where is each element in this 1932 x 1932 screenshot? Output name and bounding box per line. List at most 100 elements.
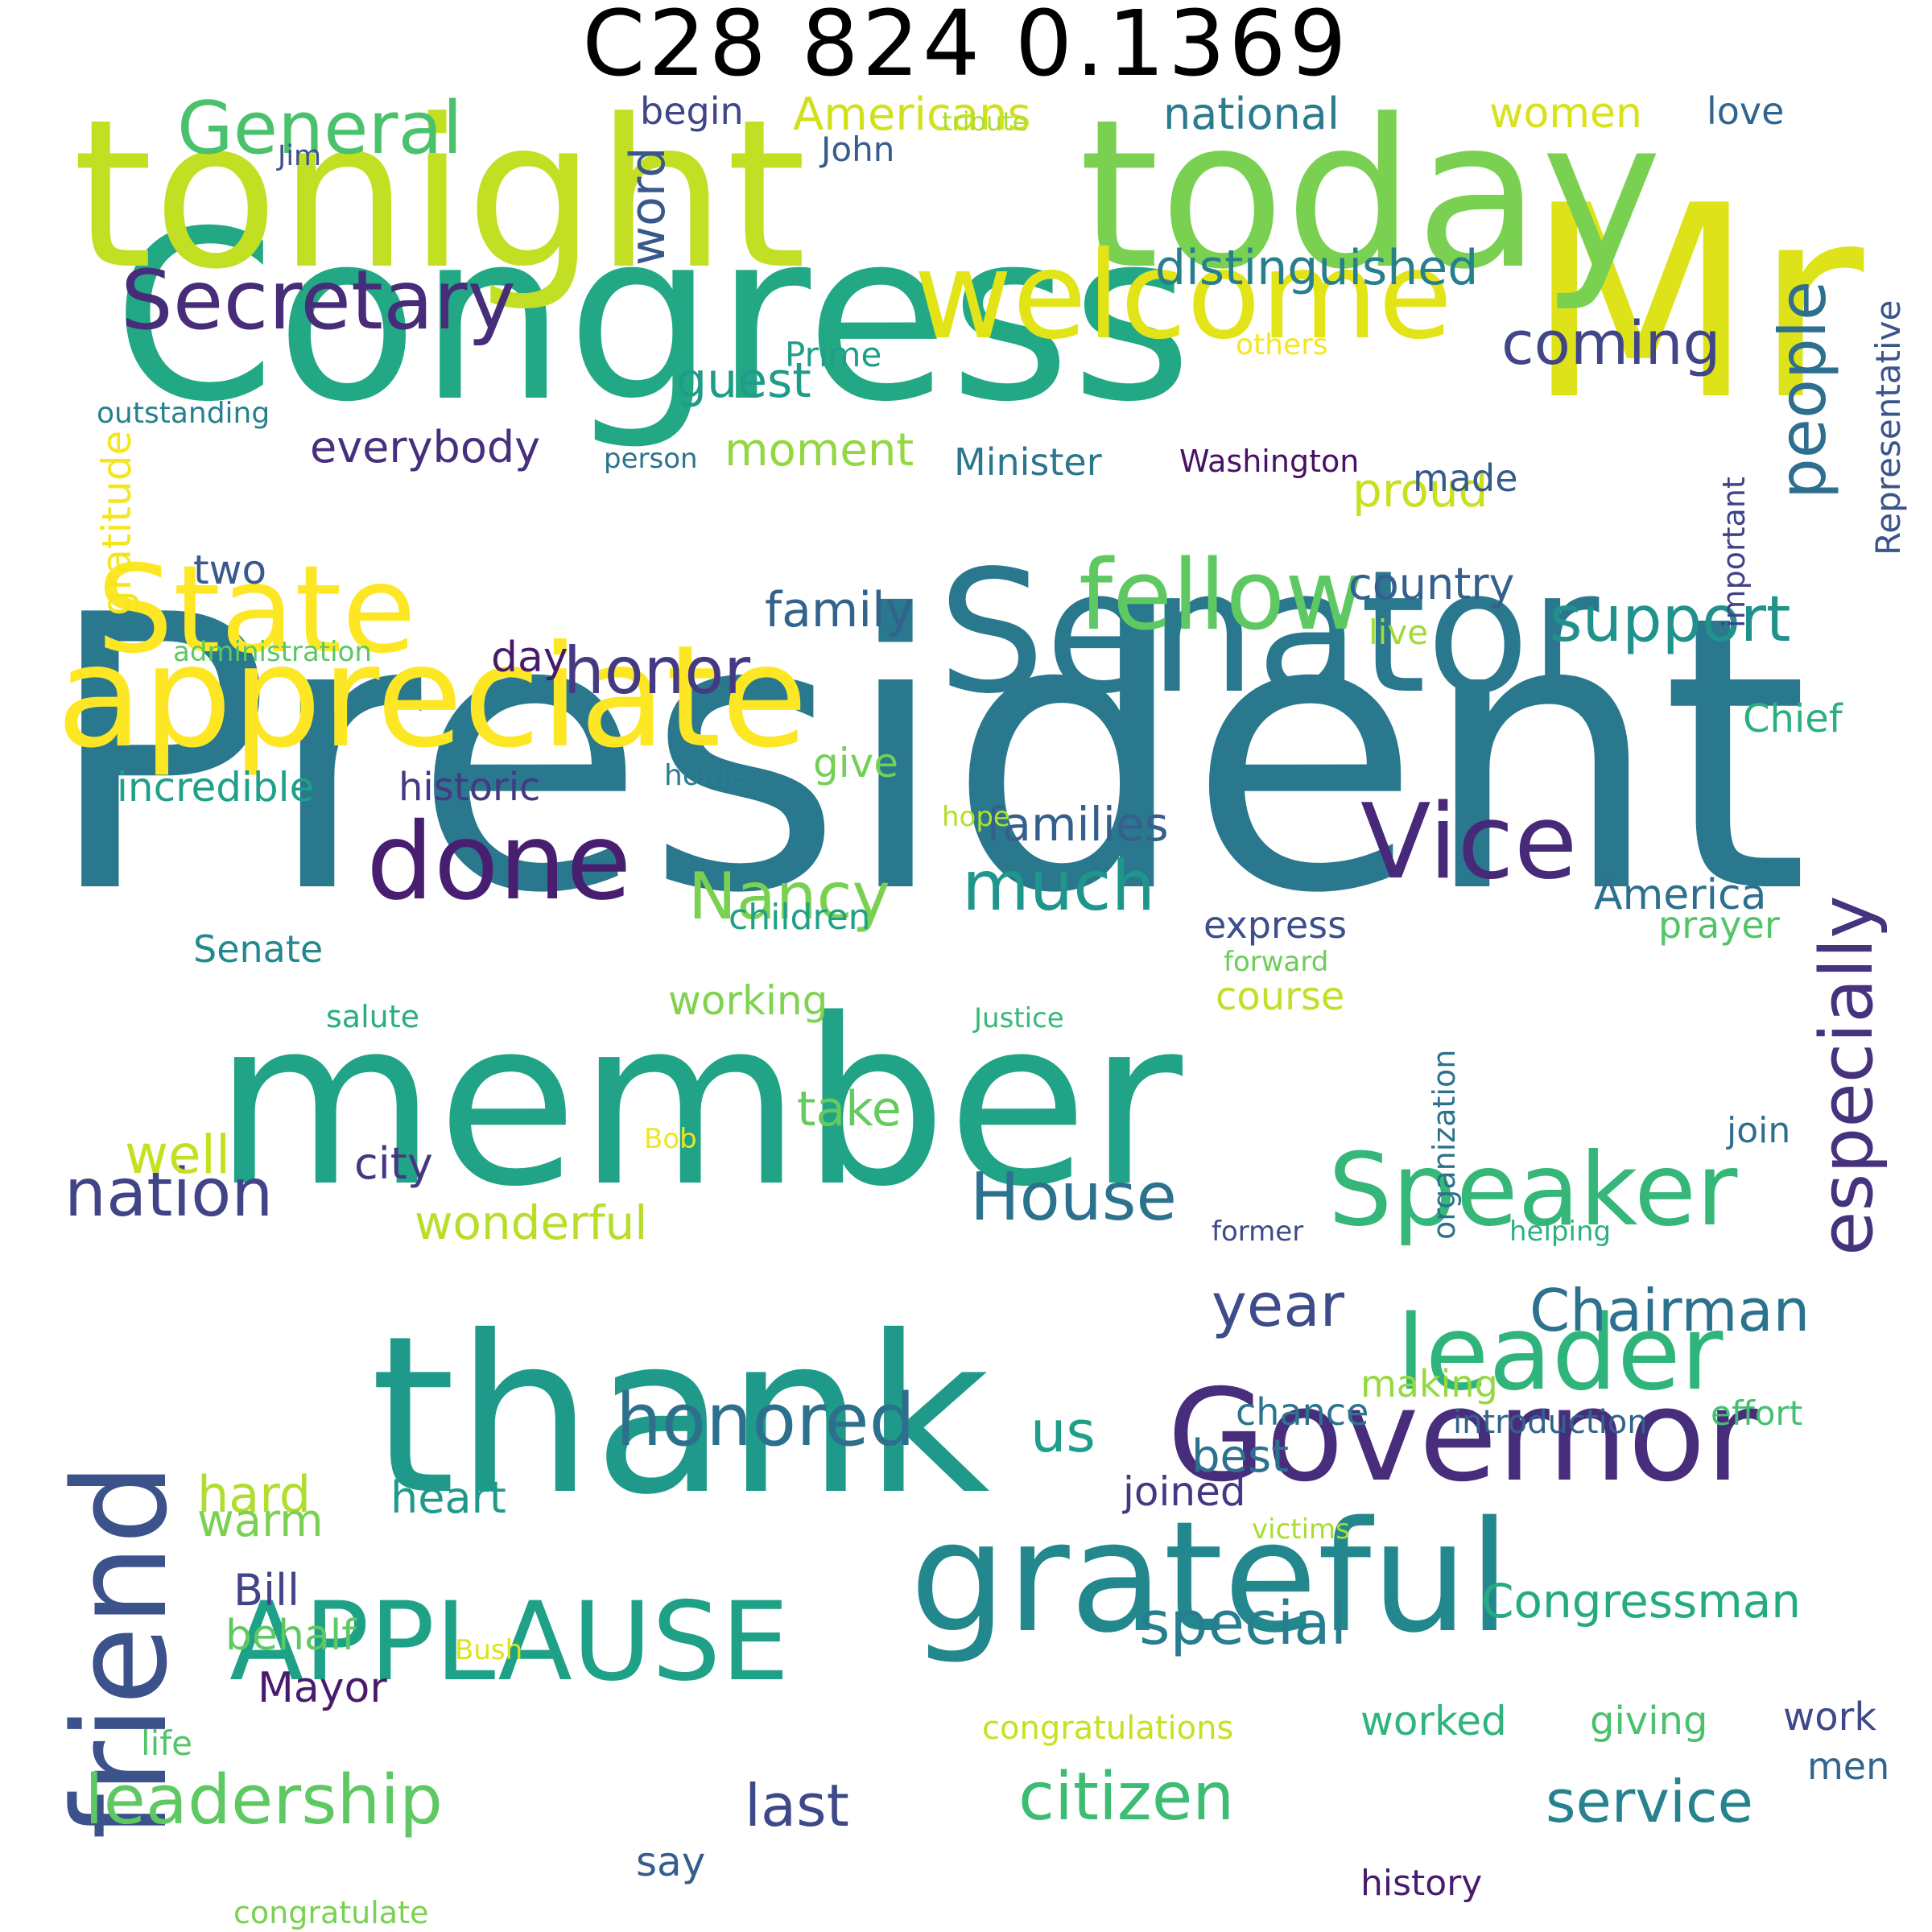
cloud-word: Mr: [1525, 148, 1864, 458]
cloud-word: moment: [724, 423, 914, 477]
cloud-word: Jim: [278, 139, 322, 172]
cloud-word: well: [125, 1124, 231, 1187]
cloud-word: families: [986, 796, 1169, 852]
cloud-word: citizen: [1018, 1759, 1235, 1836]
cloud-word: Chairman: [1530, 1276, 1810, 1344]
cloud-word: warm: [197, 1494, 324, 1547]
cloud-word: take: [797, 1081, 902, 1137]
cloud-word: love: [1707, 89, 1785, 133]
cloud-word: chance: [1236, 1390, 1369, 1435]
cloud-word: men: [1807, 1744, 1890, 1789]
cloud-word: incredible: [117, 763, 315, 811]
cloud-word: course: [1216, 974, 1345, 1020]
cloud-word: everybody: [310, 421, 541, 473]
cloud-word: victims: [1252, 1513, 1350, 1546]
cloud-word: historic: [398, 765, 541, 811]
cloud-word: two: [193, 546, 267, 593]
cloud-word: administration: [173, 635, 372, 668]
cloud-word: tribute: [942, 105, 1029, 137]
cloud-word: city: [354, 1137, 433, 1189]
cloud-word: Bob: [644, 1122, 697, 1155]
cloud-word: year: [1212, 1270, 1345, 1340]
cloud-word: especially: [1805, 895, 1889, 1256]
cloud-word: welcome: [914, 225, 1453, 366]
cloud-word: leader: [1397, 1294, 1724, 1414]
cloud-word: national: [1163, 89, 1340, 139]
cloud-word: former: [1212, 1215, 1304, 1248]
cloud-word: home: [664, 758, 747, 792]
cloud-word: people: [1765, 280, 1840, 499]
cloud-word: important: [1716, 477, 1752, 628]
cloud-word: us: [1030, 1398, 1096, 1465]
cloud-word: leadership: [85, 1761, 443, 1841]
cloud-word: much: [962, 846, 1156, 927]
cloud-word: helping: [1509, 1215, 1612, 1248]
cloud-word: Nancy: [688, 859, 890, 934]
cloud-word: salute: [326, 998, 420, 1034]
cloud-word: express: [1203, 903, 1348, 947]
cloud-word: giving: [1590, 1699, 1708, 1744]
cloud-word: Congressman: [1481, 1573, 1802, 1629]
cloud-word: congratulations: [982, 1710, 1234, 1747]
cloud-word: Bill: [233, 1564, 300, 1616]
cloud-word: distinguished: [1155, 240, 1479, 296]
cloud-word: General: [177, 86, 463, 171]
cloud-word: gratitude: [93, 430, 140, 616]
cloud-word: working: [668, 976, 828, 1024]
cloud-word: coming: [1501, 308, 1721, 378]
cloud-word: honored: [616, 1377, 915, 1463]
cloud-word: guest: [676, 353, 811, 409]
cloud-word: Justice: [974, 1001, 1064, 1034]
cloud-word: person: [604, 442, 698, 475]
cloud-word: heart: [390, 1472, 506, 1523]
cloud-word: made: [1413, 456, 1518, 501]
cloud-word: behalf: [225, 1611, 357, 1660]
cloud-word: organization: [1426, 1049, 1462, 1240]
cloud-word: say: [636, 1838, 706, 1885]
cloud-word: making: [1360, 1362, 1498, 1406]
cloud-word: appreciate: [56, 615, 808, 779]
cloud-word: prayer: [1658, 903, 1780, 947]
cloud-word: history: [1360, 1863, 1483, 1905]
cloud-word: word: [620, 147, 676, 266]
cloud-word: proud: [1352, 462, 1488, 518]
cloud-word: Governor: [1167, 1361, 1758, 1510]
cloud-word: live: [1368, 613, 1429, 653]
cloud-word: fellow: [1079, 540, 1364, 652]
cloud-word: best: [1191, 1430, 1290, 1483]
cloud-word: worked: [1360, 1697, 1507, 1744]
cloud-word: family: [765, 582, 914, 638]
cloud-word: nation: [64, 1155, 274, 1232]
cloud-word: today: [1079, 76, 1663, 315]
cloud-word: effort: [1711, 1393, 1803, 1434]
cloud-word: Senate: [193, 927, 324, 972]
cloud-word: House: [970, 1159, 1177, 1236]
cloud-word: give: [813, 739, 898, 786]
cloud-word: done: [366, 799, 632, 924]
cloud-word: Bush: [455, 1633, 523, 1666]
cloud-word: forward: [1224, 945, 1329, 978]
cloud-word: Washington: [1179, 443, 1360, 479]
cloud-word: honor: [564, 634, 751, 708]
cloud-word: children: [729, 897, 871, 939]
cloud-word: hard: [197, 1465, 312, 1525]
cloud-word: thank: [370, 1288, 990, 1542]
cloud-word: APPLAUSE: [229, 1578, 790, 1705]
cloud-word: Congress: [113, 181, 1193, 453]
cloud-word: Vice: [1360, 782, 1578, 903]
cloud-word: Representative: [1868, 299, 1908, 555]
cloud-word: begin: [640, 89, 744, 133]
cloud-word: America: [1594, 870, 1767, 919]
cloud-word: Senator: [938, 533, 1600, 731]
cloud-word: joined: [1123, 1468, 1246, 1515]
cloud-word: others: [1236, 328, 1328, 361]
cloud-word: introduction: [1453, 1404, 1648, 1441]
cloud-word: hope: [942, 800, 1010, 833]
cloud-word: Speaker: [1328, 1132, 1738, 1249]
cloud-word: Secretary: [121, 253, 516, 349]
cloud-word: work: [1783, 1695, 1877, 1740]
page-title: C28 824 0.1369: [582, 0, 1350, 97]
cloud-word: Americans: [793, 89, 1031, 141]
cloud-word: tonight: [72, 76, 807, 315]
